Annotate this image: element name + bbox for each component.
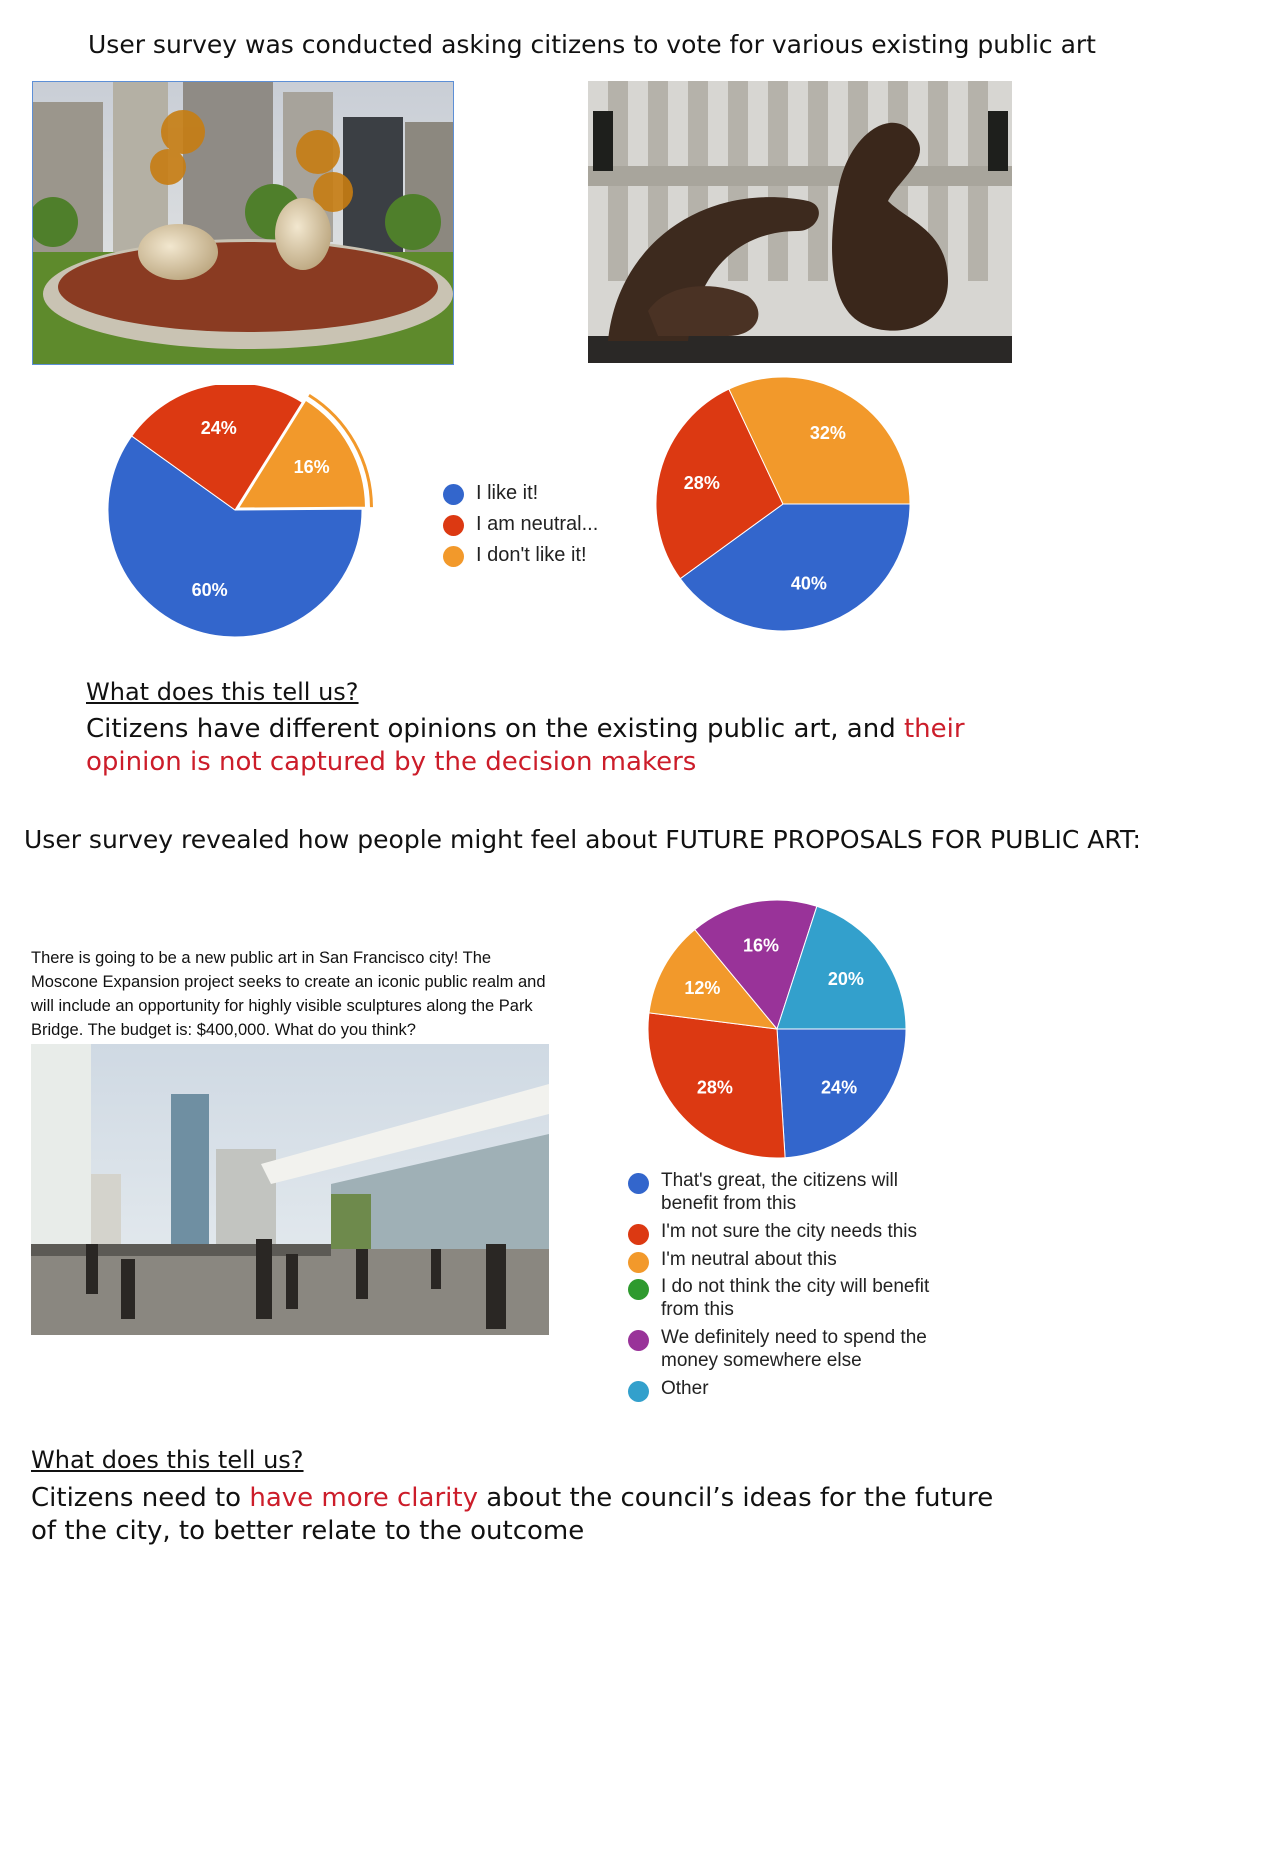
section2-heading: User survey revealed how people might fe… [24, 825, 1141, 854]
pie-slice-label: 16% [294, 457, 330, 477]
legend2-item-neutral: I'm neutral about this [628, 1248, 948, 1273]
pie-slice-label: 24% [821, 1077, 857, 1097]
legend1-label-like: I like it! [476, 482, 539, 504]
legend1-item-like: I like it! [443, 480, 538, 507]
section2-answer-text-2: about the council’s ideas for the future… [31, 1483, 994, 1546]
pie-slice-label: 12% [684, 978, 720, 998]
section1-answer-text: Citizens have different opinions on the … [86, 714, 904, 744]
pie-slice [648, 928, 779, 1030]
pie-slice [647, 1012, 786, 1159]
green-dot-icon [628, 1279, 649, 1300]
legend2-label-neutral: I'm neutral about this [661, 1249, 837, 1270]
legend1-label-dislike: I don't like it! [476, 544, 587, 566]
pie-slice [776, 1028, 907, 1159]
pie-slice [694, 899, 818, 1031]
pie-slice [655, 388, 784, 580]
legend1-item-dislike: I don't like it! [443, 542, 587, 569]
moscone-expansion-photo [31, 1044, 549, 1335]
pie-chart-art-1: 16% 60% 24% [107, 385, 373, 638]
legend2-item-not-benefit: I do not think the city will benefit fro… [628, 1275, 948, 1321]
blue-dot-icon [628, 1173, 649, 1194]
teal-dot-icon [628, 1381, 649, 1402]
pie-slice-highlight [308, 393, 373, 508]
section1-heading: User survey was conducted asking citizen… [88, 30, 1096, 59]
pie-slice [131, 385, 303, 511]
pie-slice-label: 20% [828, 969, 864, 989]
pie-slice-label: 40% [791, 574, 827, 594]
red-dot-icon [443, 515, 464, 536]
pie-chart-proposals: 24% 28% 12% 16% 20% [647, 899, 907, 1159]
legend2-label-spend-elsewhere: We definitely need to spend the money so… [661, 1327, 927, 1371]
pie-chart-art-2: 40% 28% 32% [655, 376, 911, 632]
pie-slice [237, 399, 366, 509]
legend2-label-other: Other [661, 1378, 709, 1399]
legend2-label-not-sure: I'm not sure the city needs this [661, 1221, 918, 1242]
pie-slice [107, 435, 363, 638]
section1-question: What does this tell us? [86, 678, 359, 706]
red-dot-icon [628, 1224, 649, 1245]
section2-answer-text-1: Citizens need to [31, 1483, 250, 1513]
sculpture-photo-heads [32, 81, 454, 365]
blue-dot-icon [443, 484, 464, 505]
orange-dot-icon [628, 1252, 649, 1273]
pie-slice-label: 32% [810, 423, 846, 443]
legend2-label-not-benefit: I do not think the city will benefit fro… [661, 1276, 930, 1320]
pie-slice [728, 376, 911, 505]
section2-question: What does this tell us? [31, 1446, 304, 1474]
legend2-item-great: That's great, the citizens will benefit … [628, 1169, 948, 1215]
legend2-item-other: Other [628, 1377, 948, 1402]
legend2-item-not-sure: I'm not sure the city needs this [628, 1220, 948, 1245]
sculpture-photo-bronze [588, 81, 1012, 363]
legend1-label-neutral: I am neutral... [476, 513, 599, 535]
pie-slice-label: 28% [684, 473, 720, 493]
legend1-item-neutral: I am neutral... [443, 511, 598, 538]
pie-slice-label: 60% [192, 580, 228, 600]
section1-answer: Citizens have different opinions on the … [86, 713, 1006, 779]
purple-dot-icon [628, 1330, 649, 1351]
section2-answer: Citizens need to have more clarity about… [31, 1482, 1011, 1548]
pie-slice-label: 28% [697, 1077, 733, 1097]
survey-prompt-text: There is going to be a new public art in… [31, 949, 546, 1039]
pie-slice-label: 16% [743, 935, 779, 955]
pie-slice [776, 905, 907, 1030]
pie-slice [679, 503, 911, 632]
legend2-label-great: That's great, the citizens will benefit … [661, 1170, 898, 1214]
pie-slice-label: 24% [201, 418, 237, 438]
section1-answer-highlight: their opinion is not captured by the dec… [86, 714, 965, 777]
orange-dot-icon [443, 546, 464, 567]
legend2-item-spend-elsewhere: We definitely need to spend the money so… [628, 1326, 928, 1372]
section2-answer-highlight: have more clarity [249, 1483, 478, 1513]
